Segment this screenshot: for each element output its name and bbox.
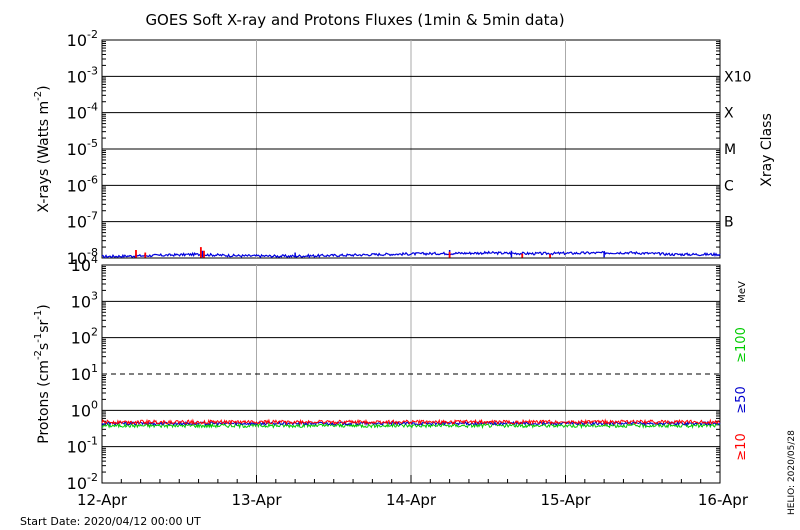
- protons-tick-label: 100: [71, 398, 98, 420]
- time-tick-label: 14-Apr: [386, 491, 437, 509]
- xray-panel: 10-810-710-610-510-410-310-2X-rays (Watt…: [33, 28, 775, 268]
- xray-tick-label: 10-2: [67, 28, 98, 50]
- protons-axis-label: Protons (cm-2s-1sr-1): [33, 304, 52, 443]
- energy-label-p100: ≥100: [734, 327, 749, 363]
- xray-axis-label: X-rays (Watts m-2): [33, 85, 52, 212]
- xray-tick-label: 10-4: [67, 101, 98, 123]
- protons-panel: 10-2 10-1 100 101 102 103 104 Protons (cm-2s-1s…: [33, 253, 749, 493]
- chart-title: GOES Soft X-ray and Protons Fluxes (1min…: [145, 11, 564, 29]
- protons-tick-label: 102: [71, 326, 98, 348]
- xray-tick-label: 10-5: [67, 137, 98, 159]
- xray-class-x: X: [724, 106, 734, 122]
- xray-tick-label: 10-6: [67, 173, 98, 195]
- xray-class-x10: X10: [724, 69, 751, 85]
- protons-tick-label: 101: [71, 362, 98, 384]
- time-tick-label: 13-Apr: [231, 491, 282, 509]
- credit-label: HELIO: 2020/05/28: [787, 430, 797, 515]
- xray-long-series: [101, 250, 721, 259]
- protons-series-p10: [101, 418, 721, 426]
- energy-unit-label: MeV: [737, 281, 748, 303]
- time-axis: 12-Apr 13-Apr 14-Apr 15-Apr 16-Apr: [77, 475, 749, 509]
- protons-tick-label: 104: [71, 253, 98, 275]
- energy-label-p50: ≥50: [734, 386, 749, 413]
- time-tick-label: 12-Apr: [77, 491, 128, 509]
- xray-class-c: C: [724, 178, 734, 194]
- xray-tick-label: 10-7: [67, 210, 98, 232]
- protons-tick-label: 103: [71, 289, 98, 311]
- protons-tick-label: 10-2: [67, 471, 98, 493]
- xray-class-m: M: [724, 142, 736, 158]
- xray-class-axis-label: Xray Class: [759, 113, 775, 187]
- xray-tick-label: 10-3: [67, 64, 98, 86]
- protons-tick-label: 10-1: [67, 435, 98, 457]
- xray-class-b: B: [724, 215, 734, 231]
- start-date-label: Start Date: 2020/04/12 00:00 UT: [20, 515, 201, 528]
- time-tick-label: 16-Apr: [698, 491, 749, 509]
- time-tick-label: 15-Apr: [540, 491, 591, 509]
- energy-label-p10: ≥10: [734, 433, 749, 460]
